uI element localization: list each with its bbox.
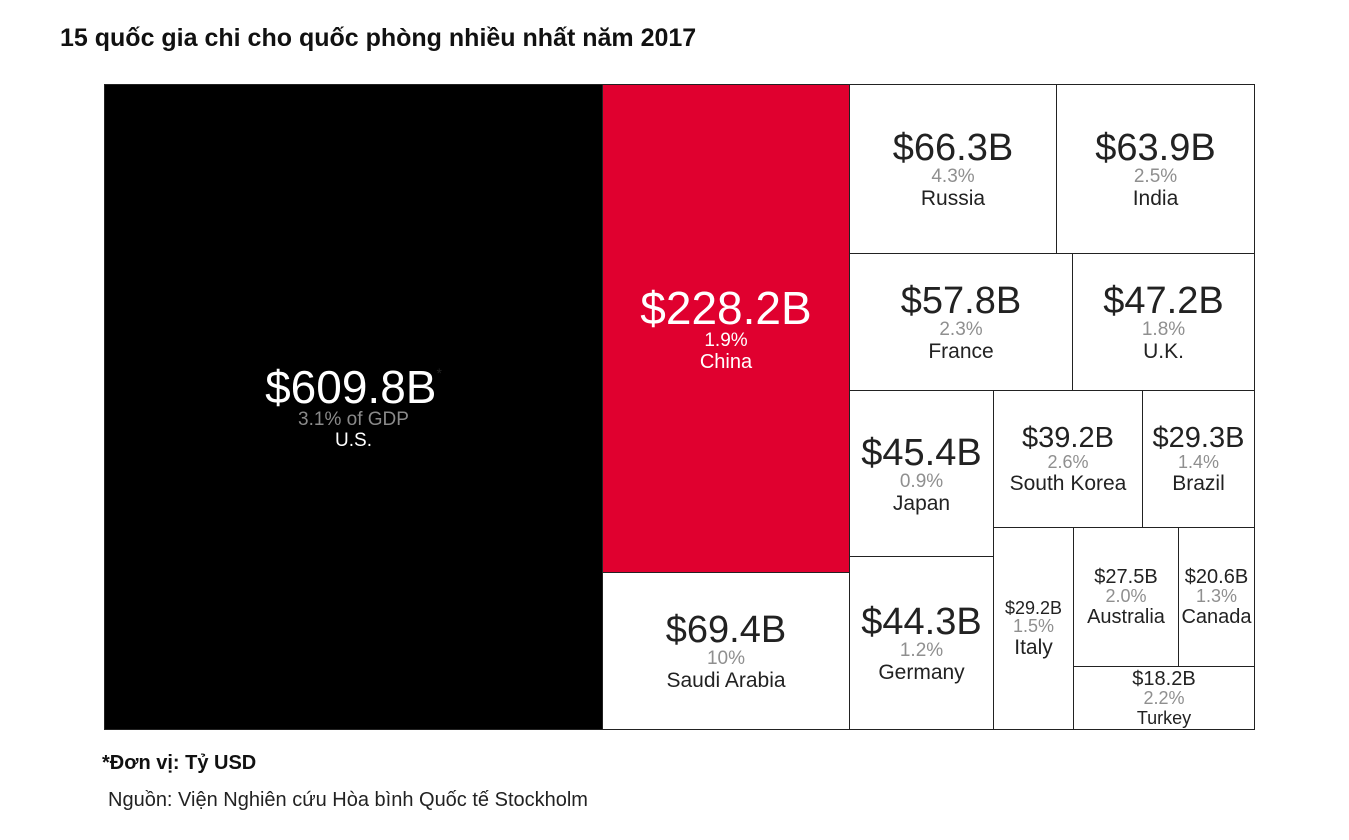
treemap-cell-germany: $44.3B 1.2% Germany xyxy=(849,556,994,730)
value-label: $45.4B xyxy=(861,431,982,474)
value-label: $27.5B xyxy=(1094,566,1158,588)
country-label: U.K. xyxy=(1143,340,1184,363)
country-label: Japan xyxy=(892,491,951,515)
treemap-cell-canada: $20.6B 1.3% Canada xyxy=(1178,527,1255,667)
treemap-cell-italy: $29.2B 1.5% Italy xyxy=(993,527,1074,730)
treemap-cell-south-korea: $39.2B 2.6% South Korea xyxy=(993,390,1143,528)
value-label: $228.2B xyxy=(640,282,812,334)
gdp-share-label: 1.5% xyxy=(1012,616,1055,636)
country-label: Germany xyxy=(878,661,965,684)
treemap-cell-japan: $45.4B 0.9% Japan xyxy=(849,390,994,557)
source-note: Nguồn: Viện Nghiên cứu Hòa bình Quốc tế … xyxy=(108,789,588,811)
country-label: Turkey xyxy=(1136,708,1192,728)
chart-title: 15 quốc gia chi cho quốc phòng nhiều nhấ… xyxy=(60,24,697,52)
country-label: France xyxy=(928,340,994,363)
gdp-share-label: 1.8% xyxy=(1141,319,1186,340)
country-label: Saudi Arabia xyxy=(666,669,786,692)
value-label: $39.2B xyxy=(1022,422,1114,454)
gdp-share-label: 1.9% xyxy=(704,330,748,351)
treemap-cell-u-k: $47.2B 1.8% U.K. xyxy=(1072,253,1255,391)
treemap-cell-india: $63.9B 2.5% India xyxy=(1056,84,1255,254)
country-label: India xyxy=(1132,187,1179,210)
value-label: $57.8B xyxy=(900,280,1022,322)
gdp-share-label: 3.1% of GDP xyxy=(298,409,409,430)
gdp-share-label: 2.6% xyxy=(1047,452,1089,472)
value-label: $20.6B xyxy=(1184,566,1249,588)
country-label: Canada xyxy=(1181,606,1252,628)
gdp-share-label: 1.2% xyxy=(899,640,944,661)
gdp-share-label: 1.3% xyxy=(1195,586,1238,606)
treemap-cell-turkey: $18.2B 2.2% Turkey xyxy=(1073,666,1255,730)
treemap-cell-china: $228.2B 1.9% China xyxy=(602,84,850,573)
treemap-cell-brazil: $29.3B 1.4% Brazil xyxy=(1142,390,1255,528)
footnote-marker: * xyxy=(436,365,442,381)
country-label: Australia xyxy=(1087,606,1165,628)
value-label: $44.3B xyxy=(861,601,982,643)
value-label: $18.2B xyxy=(1132,668,1196,690)
country-label: China xyxy=(699,351,753,373)
country-label: Russia xyxy=(920,187,986,210)
value-label: $609.8B xyxy=(265,361,437,413)
country-label: Brazil xyxy=(1172,472,1225,495)
treemap-cell-saudi-arabia: $69.4B 10% Saudi Arabia xyxy=(602,572,850,730)
gdp-share-label: 2.2% xyxy=(1143,688,1185,708)
value-label: $47.2B xyxy=(1103,280,1224,322)
country-label: Italy xyxy=(1014,636,1053,659)
gdp-share-label: 2.0% xyxy=(1105,586,1147,606)
gdp-share-label: 0.9% xyxy=(899,470,944,492)
value-label: $69.4B xyxy=(665,609,787,651)
value-label: $66.3B xyxy=(892,127,1014,169)
value-label: $63.9B xyxy=(1095,127,1216,169)
gdp-share-label: 2.5% xyxy=(1133,166,1178,187)
value-label-wrap: $609.8B * xyxy=(265,364,442,410)
gdp-share-label: 2.3% xyxy=(939,319,983,340)
gdp-share-label: 1.4% xyxy=(1177,452,1220,472)
country-label: South Korea xyxy=(1009,472,1127,495)
treemap-cell-france: $57.8B 2.3% France xyxy=(849,253,1073,391)
treemap-cell-australia: $27.5B 2.0% Australia xyxy=(1073,527,1179,667)
value-label: $29.2B xyxy=(1004,598,1063,618)
value-label: $29.3B xyxy=(1152,422,1245,454)
treemap-cell-russia: $66.3B 4.3% Russia xyxy=(849,84,1057,254)
treemap: $609.8B * 3.1% of GDP U.S. $228.2B 1.9% China $… xyxy=(104,84,1255,730)
treemap-cell-u-s: $609.8B * 3.1% of GDP U.S. xyxy=(104,84,603,730)
gdp-share-label: 4.3% xyxy=(931,166,975,187)
gdp-share-label: 10% xyxy=(706,648,746,669)
country-label: U.S. xyxy=(335,430,372,451)
unit-footnote: *Đơn vị: Tỷ USD xyxy=(102,752,257,774)
